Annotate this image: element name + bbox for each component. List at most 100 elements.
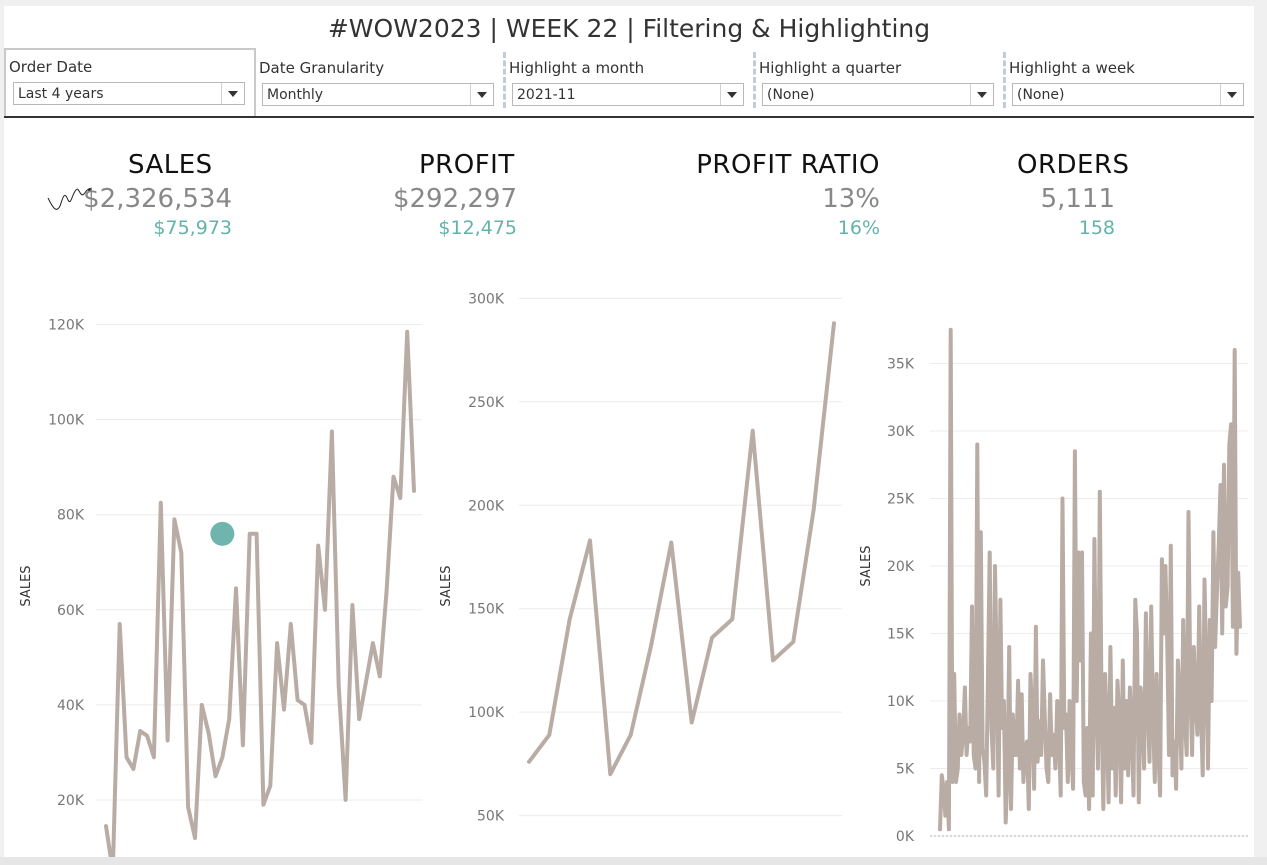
data-point[interactable] — [1068, 752, 1074, 758]
data-point[interactable] — [1049, 752, 1055, 758]
data-point[interactable] — [1182, 718, 1188, 724]
data-point[interactable] — [944, 779, 950, 785]
data-point[interactable] — [1187, 685, 1193, 691]
data-point[interactable] — [1047, 691, 1053, 697]
data-point[interactable] — [1054, 698, 1060, 704]
data-point[interactable] — [980, 745, 986, 751]
data-point[interactable] — [1104, 725, 1110, 731]
data-point[interactable] — [1203, 671, 1209, 677]
date-granularity-dropdown[interactable]: Monthly — [262, 83, 494, 106]
data-point[interactable] — [1040, 658, 1046, 664]
chevron-down-icon[interactable] — [970, 84, 993, 105]
data-point[interactable] — [1155, 745, 1161, 751]
data-point[interactable] — [946, 826, 952, 832]
data-point[interactable] — [1038, 752, 1044, 758]
data-point[interactable] — [983, 793, 989, 799]
data-point[interactable] — [1201, 577, 1207, 583]
data-point[interactable] — [1123, 698, 1129, 704]
data-point[interactable] — [1001, 698, 1007, 704]
data-point[interactable] — [1138, 685, 1144, 691]
data-point[interactable] — [1106, 799, 1112, 805]
data-point[interactable] — [1091, 536, 1097, 542]
data-point[interactable] — [1223, 604, 1229, 610]
data-point[interactable] — [1058, 793, 1064, 799]
data-point[interactable] — [971, 752, 977, 758]
data-point[interactable] — [1127, 685, 1133, 691]
data-point[interactable] — [965, 725, 971, 731]
data-point[interactable] — [1130, 793, 1136, 799]
data-point[interactable] — [981, 759, 987, 765]
data-point[interactable] — [1083, 793, 1089, 799]
data-point[interactable] — [1074, 698, 1080, 704]
data-point[interactable] — [1118, 799, 1124, 805]
data-point[interactable] — [1200, 772, 1206, 778]
data-point[interactable] — [1113, 793, 1119, 799]
data-point[interactable] — [1193, 698, 1199, 704]
data-point[interactable] — [951, 671, 957, 677]
data-point[interactable] — [1102, 671, 1108, 677]
data-point[interactable] — [1051, 732, 1057, 738]
data-point[interactable] — [1219, 631, 1225, 637]
data-point[interactable] — [1093, 698, 1099, 704]
highlight-week-dropdown[interactable]: (None) — [1012, 83, 1244, 106]
data-point[interactable] — [1173, 786, 1179, 792]
data-point[interactable] — [948, 327, 954, 333]
data-point[interactable] — [1045, 779, 1051, 785]
data-point[interactable] — [1020, 779, 1026, 785]
data-point[interactable] — [1065, 779, 1071, 785]
data-point[interactable] — [1175, 658, 1181, 664]
data-point[interactable] — [941, 786, 947, 792]
data-point[interactable] — [1217, 482, 1223, 488]
data-point[interactable] — [1162, 563, 1168, 569]
series-line[interactable] — [104, 329, 416, 857]
data-point[interactable] — [1044, 766, 1050, 772]
data-point[interactable] — [1228, 421, 1234, 427]
data-point[interactable] — [990, 766, 996, 772]
data-point[interactable] — [1226, 442, 1232, 448]
data-point[interactable] — [973, 766, 979, 772]
data-point[interactable] — [1028, 671, 1034, 677]
data-point[interactable] — [988, 725, 994, 731]
sales-quarterly-line-chart[interactable]: 50K 100K 150K 200K 250K 300K SALES — [4, 6, 1254, 857]
data-point[interactable] — [1056, 732, 1062, 738]
data-point[interactable] — [1070, 786, 1076, 792]
chevron-down-icon[interactable] — [470, 84, 493, 105]
data-point[interactable] — [967, 739, 973, 745]
data-point[interactable] — [1125, 772, 1131, 778]
data-point[interactable] — [1052, 766, 1058, 772]
data-point[interactable] — [1097, 489, 1103, 495]
data-point[interactable] — [1168, 543, 1174, 549]
data-point[interactable] — [1063, 712, 1069, 718]
data-point[interactable] — [1100, 806, 1106, 812]
data-point[interactable] — [937, 826, 943, 832]
data-point[interactable] — [1159, 556, 1165, 562]
data-point[interactable] — [1029, 712, 1035, 718]
series-line[interactable] — [527, 321, 836, 777]
data-point[interactable] — [1154, 671, 1160, 677]
data-point[interactable] — [1120, 658, 1126, 664]
data-point[interactable] — [964, 752, 970, 758]
data-point[interactable] — [1081, 779, 1087, 785]
data-point[interactable] — [1134, 631, 1140, 637]
data-point[interactable] — [1170, 772, 1176, 778]
data-point[interactable] — [1216, 543, 1222, 549]
highlight-quarter-dropdown[interactable]: (None) — [762, 83, 994, 106]
data-point[interactable] — [1232, 347, 1238, 353]
data-point[interactable] — [1031, 786, 1037, 792]
series-line[interactable] — [938, 327, 1242, 832]
data-point[interactable] — [1186, 509, 1192, 515]
data-point[interactable] — [1225, 583, 1231, 589]
data-point[interactable] — [1072, 448, 1078, 454]
data-point[interactable] — [1010, 712, 1016, 718]
data-point[interactable] — [1194, 732, 1200, 738]
data-point[interactable] — [996, 793, 1002, 799]
data-point[interactable] — [1221, 462, 1227, 468]
data-point[interactable] — [1017, 766, 1023, 772]
data-point[interactable] — [1004, 766, 1010, 772]
data-point[interactable] — [1042, 712, 1048, 718]
data-point[interactable] — [1212, 644, 1218, 650]
data-point[interactable] — [976, 779, 982, 785]
data-point[interactable] — [1148, 604, 1154, 610]
data-point[interactable] — [1157, 793, 1163, 799]
data-point[interactable] — [1184, 752, 1190, 758]
